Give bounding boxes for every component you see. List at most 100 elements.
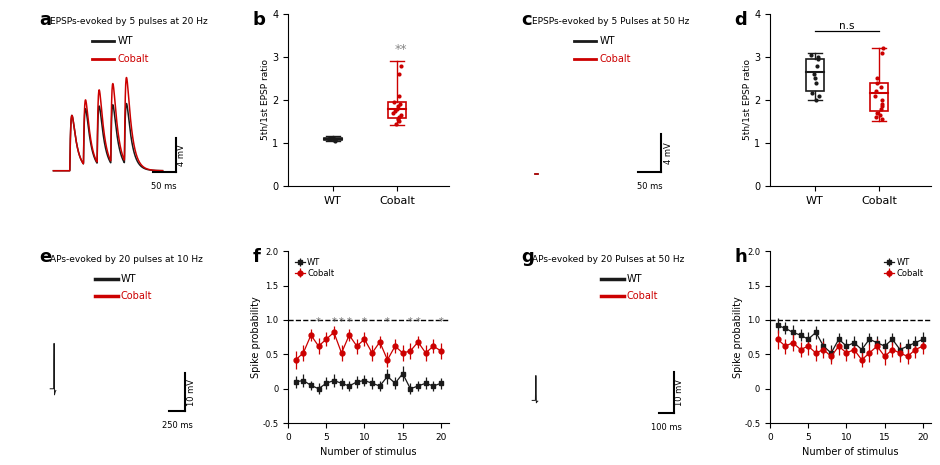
Point xyxy=(391,115,406,123)
Text: 10 mV: 10 mV xyxy=(675,379,684,405)
Text: g: g xyxy=(521,248,534,266)
Text: *: * xyxy=(339,317,344,327)
Text: h: h xyxy=(734,248,747,266)
Text: Cobalt: Cobalt xyxy=(121,291,152,301)
Text: 4 mV: 4 mV xyxy=(664,142,673,164)
Point xyxy=(328,136,343,144)
Point xyxy=(392,70,407,78)
Point xyxy=(876,45,891,52)
Point xyxy=(393,100,408,108)
Point xyxy=(874,103,889,110)
Point xyxy=(807,70,822,78)
X-axis label: Number of stimulus: Number of stimulus xyxy=(320,447,416,458)
Point xyxy=(870,75,885,82)
Text: 100 ms: 100 ms xyxy=(650,423,681,432)
Point xyxy=(322,135,337,142)
Text: *: * xyxy=(408,317,413,327)
Text: *: * xyxy=(362,317,367,327)
Y-axis label: Spike probability: Spike probability xyxy=(732,296,743,378)
Text: WT: WT xyxy=(121,274,136,284)
Point xyxy=(804,51,819,59)
Bar xyxy=(388,102,406,118)
Text: f: f xyxy=(253,248,260,266)
Y-axis label: 5th/1st EPSP ratio: 5th/1st EPSP ratio xyxy=(743,60,751,140)
Point xyxy=(875,49,890,56)
Point xyxy=(810,53,825,60)
Text: *: * xyxy=(415,317,420,327)
Point xyxy=(809,62,824,69)
Point xyxy=(394,62,409,69)
Point xyxy=(394,111,409,119)
Point xyxy=(390,103,405,110)
Text: 50 ms: 50 ms xyxy=(636,182,663,192)
Point xyxy=(874,115,889,123)
Text: *: * xyxy=(332,317,337,327)
Text: Cobalt: Cobalt xyxy=(627,291,658,301)
Point xyxy=(386,98,401,106)
Text: d: d xyxy=(734,11,747,28)
Legend: WT, Cobalt: WT, Cobalt xyxy=(292,255,337,280)
Point xyxy=(328,137,343,144)
Point xyxy=(391,118,406,125)
Point xyxy=(872,111,887,119)
Text: *: * xyxy=(385,317,390,327)
Text: **: ** xyxy=(394,43,407,56)
Point xyxy=(323,135,338,143)
Point xyxy=(391,92,406,100)
Point xyxy=(874,83,889,91)
Text: APs-evoked by 20 Pulses at 50 Hz: APs-evoked by 20 Pulses at 50 Hz xyxy=(532,255,684,264)
Point xyxy=(385,109,400,117)
Text: e: e xyxy=(39,248,51,266)
Text: a: a xyxy=(39,11,51,28)
Point xyxy=(326,135,341,142)
Point xyxy=(388,120,403,127)
Text: 250 ms: 250 ms xyxy=(162,421,193,431)
Text: 4 mV: 4 mV xyxy=(177,144,186,166)
Text: c: c xyxy=(521,11,531,28)
Text: Cobalt: Cobalt xyxy=(118,53,149,64)
Point xyxy=(392,113,407,121)
Point xyxy=(811,92,826,100)
Text: Cobalt: Cobalt xyxy=(600,53,631,64)
Text: WT: WT xyxy=(627,274,642,284)
Point xyxy=(868,92,883,100)
Text: *: * xyxy=(347,317,352,327)
Point xyxy=(321,136,337,143)
Point xyxy=(870,109,885,117)
Point xyxy=(869,113,884,121)
Point xyxy=(388,107,403,114)
Text: EPSPs-evoked by 5 Pulses at 50 Hz: EPSPs-evoked by 5 Pulses at 50 Hz xyxy=(532,17,690,27)
Point xyxy=(328,137,343,145)
Y-axis label: Spike probability: Spike probability xyxy=(251,296,260,378)
Point xyxy=(808,96,823,104)
Point xyxy=(390,105,405,112)
Point xyxy=(807,75,822,82)
Point xyxy=(805,90,820,97)
Point xyxy=(869,87,884,95)
Bar xyxy=(806,59,824,91)
Point xyxy=(322,134,337,142)
Point xyxy=(874,96,889,104)
Bar xyxy=(324,138,342,140)
Text: EPSPs-evoked by 5 pulses at 20 Hz: EPSPs-evoked by 5 pulses at 20 Hz xyxy=(50,17,208,27)
Bar xyxy=(870,83,888,111)
Text: *: * xyxy=(439,317,444,327)
Text: n.s: n.s xyxy=(839,21,854,31)
Point xyxy=(873,105,888,112)
Point xyxy=(321,136,337,143)
Point xyxy=(808,79,823,86)
Text: *: * xyxy=(316,317,321,327)
Legend: WT, Cobalt: WT, Cobalt xyxy=(882,255,927,280)
Text: WT: WT xyxy=(118,36,133,47)
Point xyxy=(811,55,826,63)
Text: WT: WT xyxy=(600,36,615,47)
Point xyxy=(325,134,340,141)
Y-axis label: 5th/1st EPSP ratio: 5th/1st EPSP ratio xyxy=(260,60,269,140)
Point xyxy=(870,79,885,86)
X-axis label: Number of stimulus: Number of stimulus xyxy=(802,447,899,458)
Point xyxy=(875,100,890,108)
Text: APs-evoked by 20 pulses at 10 Hz: APs-evoked by 20 pulses at 10 Hz xyxy=(50,255,203,264)
Text: 50 ms: 50 ms xyxy=(151,182,177,192)
Text: b: b xyxy=(253,11,265,28)
Text: 10 mV: 10 mV xyxy=(187,379,196,405)
